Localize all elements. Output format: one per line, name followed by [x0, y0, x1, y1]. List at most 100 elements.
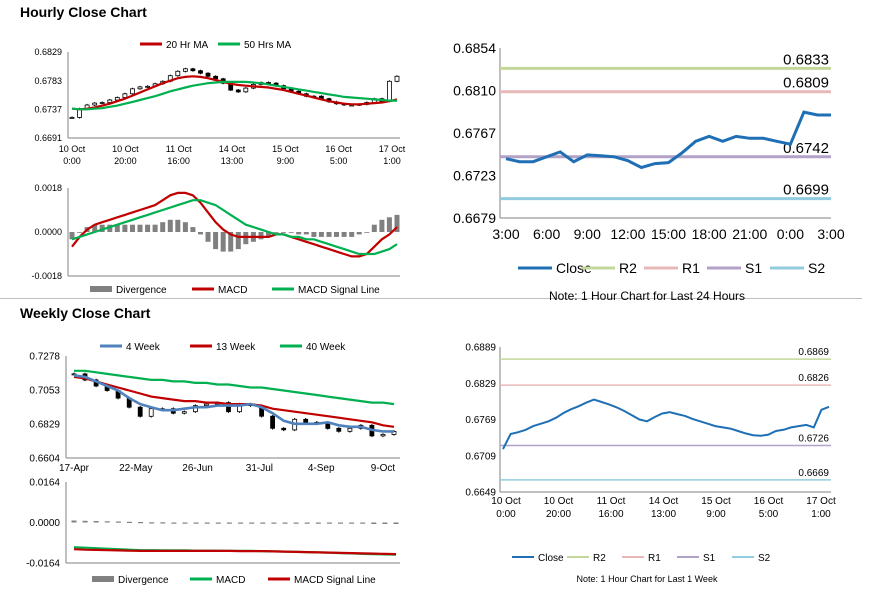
hourly-price-ytick: 0.6829 [34, 47, 62, 57]
weekly-price-candle [281, 427, 287, 431]
weekly-divergence-bar [115, 521, 121, 523]
weekly-price-xtick: 22-May [119, 463, 152, 474]
legend-close-label: Close [538, 553, 564, 564]
levels-5-xtick-time: 0:00 [496, 509, 516, 520]
legend-13-week-label: 13 Week [216, 342, 256, 353]
legend-s1-label: S1 [703, 553, 716, 564]
hourly-price-candle [235, 89, 241, 93]
hourly-divergence-bar [334, 232, 339, 237]
hourly-divergence-bar [311, 232, 317, 237]
weekly-divergence-bar [104, 521, 110, 523]
levels-5-ytick: 0.6649 [465, 488, 496, 499]
hourly-50hrs-ma-line [71, 80, 397, 111]
hourly-price-xtick-day: 14 Oct [219, 144, 246, 154]
levels-5-xtick-time: 9:00 [706, 509, 726, 520]
hourly-divergence-bar [349, 232, 355, 237]
weekly-divergence-bar [315, 522, 321, 524]
hourly-price-xtick-day: 10 Oct [59, 144, 86, 154]
hourly-price-xtick-day: 10 Oct [112, 144, 139, 154]
legend-s1-label: S1 [745, 260, 762, 276]
hourly-price-ytick: 0.6691 [34, 133, 62, 143]
weekly-divergence-bar [82, 520, 88, 523]
levels-2-ytick: 0.6723 [453, 167, 496, 183]
levels-5-ytick: 0.6769 [465, 415, 496, 426]
weekly-macd-ytick: 0.0000 [29, 518, 60, 529]
levels-2-ytick: 0.6810 [453, 82, 496, 98]
levels-2-xtick: 21:00 [732, 226, 767, 242]
weekly-price-xtick: 4-Sep [308, 463, 335, 474]
weekly-divergence-bar [93, 521, 99, 523]
weekly-chart-title: Weekly Close Chart [20, 305, 151, 321]
legend-40-week-label: 40 Week [306, 342, 346, 353]
hourly-price-candle [137, 86, 143, 90]
hourly-divergence-bar [77, 232, 83, 233]
levels-5-xtick-day: 10 Oct [544, 496, 574, 507]
hourly-divergence-bar [341, 232, 347, 237]
hourly-price-candle [213, 75, 219, 80]
hourly-divergence-bar [213, 232, 219, 250]
levels-5-xtick-day: 16 Oct [754, 496, 784, 507]
levels-2-xtick: 6:00 [533, 226, 560, 242]
levels-2-note: Note: 1 Hour Chart for Last 24 Hours [549, 289, 745, 303]
weekly-macd-ytick: -0.0164 [26, 559, 60, 570]
weekly-divergence-bar [138, 522, 144, 524]
hourly-divergence-bar [386, 217, 392, 232]
legend-s2-label: S2 [758, 553, 771, 564]
hourly-price-xtick-day: 11 Oct [166, 144, 192, 154]
legend-hourly-macd-signal-label: MACD Signal Line [298, 285, 380, 296]
legend-weekly-divergence-label: Divergence [118, 575, 169, 586]
levels-5-xtick-day: 14 Oct [649, 496, 679, 507]
hourly-price-ytick: 0.6737 [34, 104, 62, 114]
levels-5-xtick-day: 17 Oct [806, 496, 836, 507]
weekly-price-candle [181, 411, 187, 414]
level-s2-label: 0.6669 [798, 468, 829, 479]
hourly-price-candle [99, 102, 105, 104]
hourly-price-candle [243, 87, 249, 93]
legend-weekly-divergence-swatch [92, 576, 114, 582]
hourly-macd-line [71, 191, 398, 258]
levels-2-xtick: 18:00 [692, 226, 727, 242]
levels-5-ytick: 0.6889 [465, 343, 496, 354]
hourly-divergence-bar [220, 232, 226, 252]
levels-2-xtick: 15:00 [651, 226, 686, 242]
legend-50hrs-ma-label: 50 Hrs MA [244, 40, 292, 51]
hourly-divergence-bar [198, 232, 203, 235]
weekly-divergence-bar [249, 522, 255, 524]
levels-2-xtick: 0:00 [777, 226, 804, 242]
hourly-macd-ytick: 0.0000 [34, 227, 62, 237]
weekly-price-candle [137, 406, 143, 417]
hourly-divergence-bar [394, 214, 400, 232]
weekly-divergence-bar [304, 522, 310, 524]
hourly-price-candle [145, 85, 151, 88]
weekly-divergence-bar [260, 522, 266, 524]
weekly-divergence-bar [271, 522, 277, 524]
hourly-divergence-bar [273, 232, 279, 233]
legend-20hr-ma-label: 20 Hr MA [166, 40, 209, 51]
weekly-divergence-bar [127, 521, 132, 523]
weekly-divergence-bar [338, 522, 343, 524]
hourly-divergence-bar [114, 224, 120, 232]
levels-5-xtick-time: 16:00 [598, 509, 623, 520]
levels-5-note: Note: 1 Hour Chart for Last 1 Week [577, 574, 718, 584]
legend-hourly-divergence-label: Divergence [116, 285, 167, 296]
hourly-price-candle [394, 75, 400, 82]
hourly-price-candle [190, 68, 196, 72]
weekly-macd-ytick: 0.0164 [29, 478, 60, 489]
hourly-divergence-bar [160, 222, 166, 232]
hourly-chart-title: Hourly Close Chart [20, 4, 147, 20]
hourly-price-candle [122, 93, 128, 98]
hourly-macd-signal-line [71, 199, 398, 256]
weekly-price-candle [226, 402, 231, 413]
legend-hourly-macd-label: MACD [218, 285, 247, 296]
weekly-macd-signal-line [73, 548, 397, 556]
levels-2-close-line [505, 110, 831, 170]
levels-5-ytick: 0.6829 [465, 379, 496, 390]
legend-r2-label: R2 [593, 553, 606, 564]
weekly-price-xtick: 31-Jul [246, 463, 273, 474]
hourly-price-xtick-time: 0:00 [63, 156, 81, 166]
weekly-13-week-line [73, 375, 395, 428]
legend-r1-label: R1 [648, 553, 661, 564]
hourly-divergence-bar [318, 232, 324, 237]
hourly-price-candle [386, 80, 392, 102]
weekly-price-xtick: 9-Oct [371, 463, 396, 474]
